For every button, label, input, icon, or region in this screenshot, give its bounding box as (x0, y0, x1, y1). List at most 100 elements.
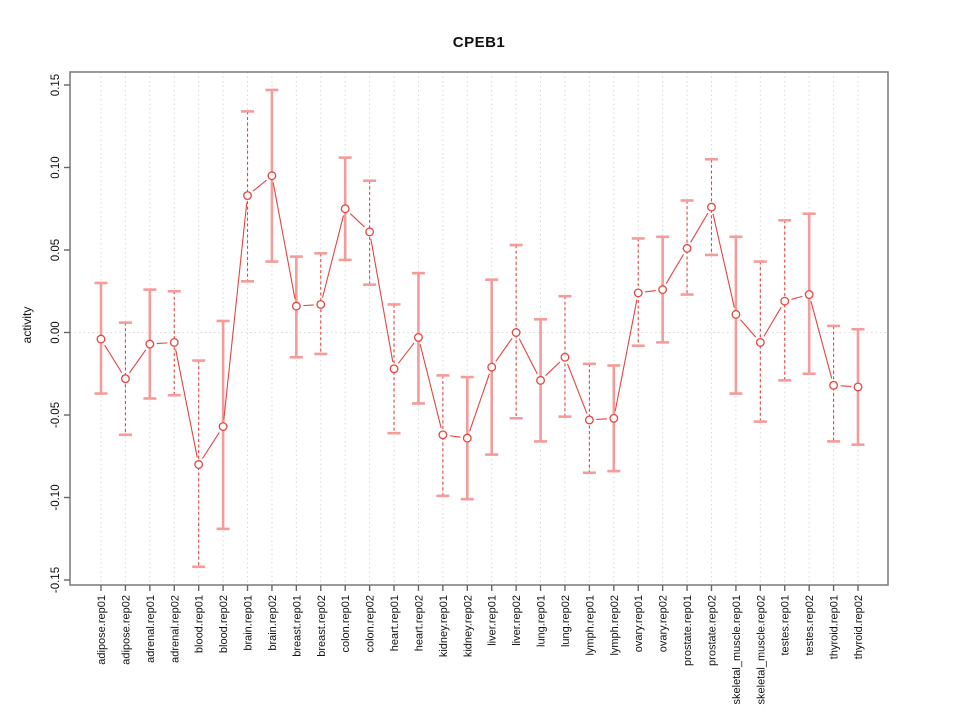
series-segment (156, 342, 168, 345)
y-tick-label: 0.00 (50, 321, 62, 343)
data-point (731, 309, 741, 319)
series-segment (397, 342, 415, 364)
y-axis-title: activity (20, 306, 34, 344)
x-tick-label: skeletal_muscle.rep01 (731, 595, 743, 704)
x-tick-label: lymph.rep01 (584, 595, 596, 656)
series-segment (104, 344, 123, 374)
data-point (755, 337, 765, 347)
data-point (853, 382, 863, 392)
data-point (218, 422, 228, 431)
x-tick-label: thyroid.rep02 (853, 595, 865, 659)
y-tick-label: -0.05 (50, 402, 62, 428)
series-segment (665, 254, 684, 284)
data-point (389, 364, 399, 374)
x-tick-label: kidney.rep01 (438, 595, 450, 657)
x-tick-label: prostate.rep02 (706, 595, 718, 666)
x-tick-label: blood.rep01 (194, 595, 206, 653)
data-point (120, 374, 130, 384)
x-tick-label: adipose.rep01 (96, 595, 108, 665)
y-tick-label: 0.10 (50, 156, 62, 178)
x-tick-label: breast.rep01 (291, 595, 303, 657)
series-segment (419, 344, 442, 429)
series-segment (740, 319, 757, 338)
data-point (145, 339, 155, 349)
data-point (96, 334, 106, 344)
data-point (414, 333, 423, 342)
data-point (365, 227, 375, 237)
data-point (267, 171, 277, 181)
series-segment (370, 238, 394, 363)
y-tick-label: 0.05 (50, 239, 62, 261)
data-point (633, 288, 643, 298)
x-tick-label: liver.rep02 (511, 595, 523, 646)
data-point (560, 352, 570, 362)
x-tick-label: adrenal.rep01 (145, 595, 157, 663)
series-segment (712, 213, 735, 308)
y-tick-label: -0.10 (50, 484, 62, 510)
x-tick-label: adipose.rep02 (120, 595, 132, 665)
plot-border (69, 71, 889, 586)
x-tick-label: kidney.rep02 (462, 595, 474, 657)
series-segment (223, 202, 248, 420)
x-tick-label: ovary.rep02 (658, 595, 670, 652)
data-point (707, 202, 716, 212)
data-point (291, 301, 301, 311)
series-segment (252, 179, 267, 192)
x-tick-label: colon.rep02 (365, 595, 377, 653)
x-tick-label: colon.rep01 (340, 595, 352, 653)
x-tick-label: testes.rep01 (780, 595, 792, 656)
series-segment (469, 373, 490, 432)
series-segment (495, 337, 513, 362)
series-segment (840, 385, 852, 388)
x-tick-label: lymph.rep02 (609, 595, 621, 656)
x-tick-label: thyroid.rep01 (829, 595, 841, 659)
data-point (780, 296, 790, 306)
data-point (658, 285, 668, 295)
x-tick-label: breast.rep02 (316, 595, 328, 657)
series-segment (596, 418, 607, 421)
x-tick-label: lung.rep01 (536, 595, 548, 647)
series-segment (566, 363, 588, 414)
x-tick-label: adrenal.rep02 (169, 595, 181, 663)
x-tick-label: liver.rep01 (487, 595, 499, 646)
x-tick-label: brain.rep02 (267, 595, 279, 651)
x-tick-label: lung.rep02 (560, 595, 572, 647)
series-segment (690, 212, 709, 243)
data-point (609, 413, 619, 423)
data-point (487, 362, 497, 372)
data-point (682, 243, 692, 253)
data-point (511, 328, 521, 337)
x-tick-label: prostate.rep01 (682, 595, 694, 666)
chart-title: CPEB1 (452, 34, 506, 51)
x-tick-label: blood.rep02 (218, 595, 230, 653)
series-segment (545, 361, 561, 376)
x-tick-label: heart.rep02 (413, 595, 425, 651)
data-point (462, 433, 472, 443)
data-point (316, 300, 326, 309)
series-segment (518, 338, 538, 375)
series-segment (321, 215, 344, 298)
x-tick-label: ovary.rep01 (633, 595, 645, 652)
y-tick-label: 0.15 (50, 74, 62, 96)
series-segment (272, 182, 296, 300)
data-point (243, 191, 252, 200)
data-point (438, 430, 448, 440)
data-point (829, 380, 839, 390)
series-segment (763, 306, 782, 337)
series-segment (303, 304, 314, 307)
data-point (169, 337, 179, 347)
series-segment (810, 301, 833, 379)
data-point (536, 375, 545, 385)
series-segment (129, 349, 147, 374)
data-point (804, 290, 814, 299)
data-point (584, 415, 594, 425)
series-segment (645, 289, 656, 293)
series-segment (202, 432, 220, 459)
x-tick-label: brain.rep01 (243, 595, 255, 651)
series-segment (349, 213, 365, 228)
series-segment (614, 299, 638, 412)
series-segment (449, 435, 461, 438)
x-tick-label: testes.rep02 (804, 595, 816, 656)
